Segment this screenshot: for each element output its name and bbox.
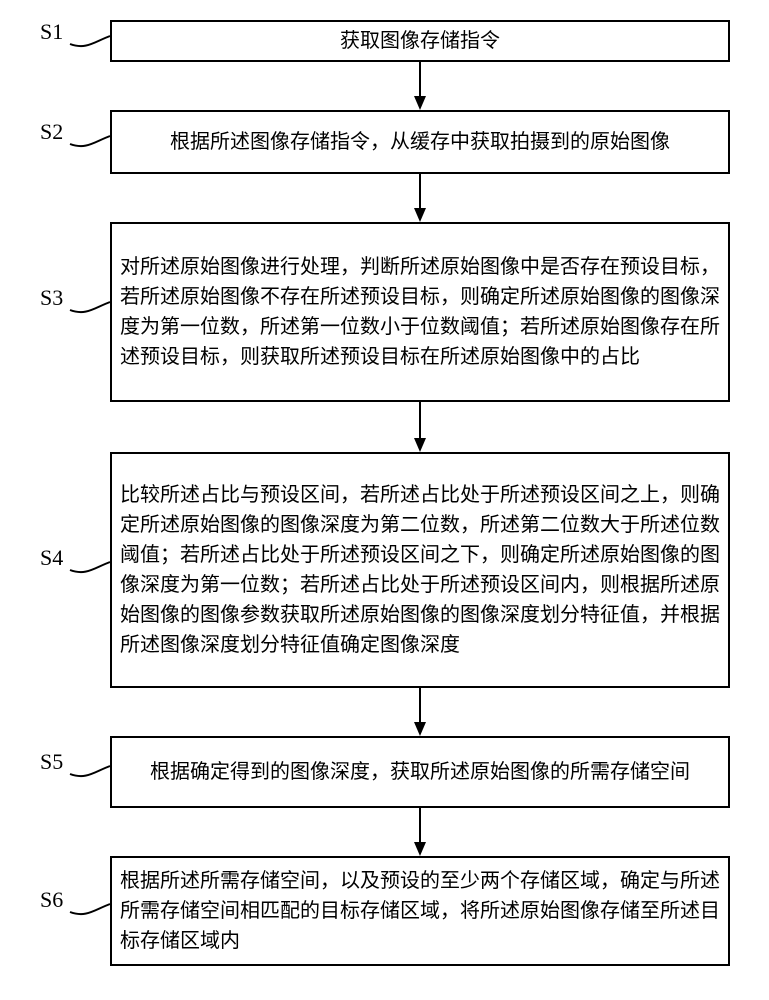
arrow-head-4 [414,842,426,856]
arrow-line-1 [419,174,421,208]
flowchart-node-S6: 根据所述所需存储空间，以及预设的至少两个存储区域，确定与所述所需存储空间相匹配的… [110,856,730,966]
arrow-line-2 [419,402,421,438]
connector-S4 [68,552,112,582]
node-text: 根据所述图像存储指令，从缓存中获取拍摄到的原始图像 [162,127,678,157]
arrow-line-3 [419,688,421,722]
step-label-S5: S5 [40,749,63,775]
flowchart-node-S1: 获取图像存储指令 [110,20,730,62]
connector-S2 [68,126,112,156]
node-text: 根据确定得到的图像深度，获取所述原始图像的所需存储空间 [142,757,698,787]
step-label-S3: S3 [40,285,63,311]
step-label-S1: S1 [40,19,63,45]
step-label-S4: S4 [40,545,63,571]
flowchart-container: 获取图像存储指令 S1 根据所述图像存储指令，从缓存中获取拍摄到的原始图像 S2 对所述… [0,0,769,1000]
arrow-head-1 [414,208,426,222]
node-text: 比较所述占比与预设区间，若所述占比处于所述预设区间之上，则确定所述原始图像的图像… [112,480,728,660]
flowchart-node-S4: 比较所述占比与预设区间，若所述占比处于所述预设区间之上，则确定所述原始图像的图像… [110,452,730,688]
flowchart-node-S3: 对所述原始图像进行处理，判断所述原始图像中是否存在预设目标，若所述原始图像不存在… [110,222,730,402]
node-text: 根据所述所需存储空间，以及预设的至少两个存储区域，确定与所述所需存储空间相匹配的… [112,866,728,956]
step-label-S6: S6 [40,887,63,913]
arrow-line-4 [419,808,421,842]
flowchart-node-S5: 根据确定得到的图像深度，获取所述原始图像的所需存储空间 [110,736,730,808]
flowchart-node-S2: 根据所述图像存储指令，从缓存中获取拍摄到的原始图像 [110,110,730,174]
arrow-head-2 [414,438,426,452]
node-text: 获取图像存储指令 [332,26,508,56]
connector-S5 [68,756,112,786]
arrow-line-0 [419,62,421,96]
connector-S6 [68,894,112,924]
node-text: 对所述原始图像进行处理，判断所述原始图像中是否存在预设目标，若所述原始图像不存在… [112,252,728,372]
connector-S3 [68,292,112,322]
step-label-S2: S2 [40,119,63,145]
arrow-head-0 [414,96,426,110]
connector-S1 [68,26,112,56]
arrow-head-3 [414,722,426,736]
